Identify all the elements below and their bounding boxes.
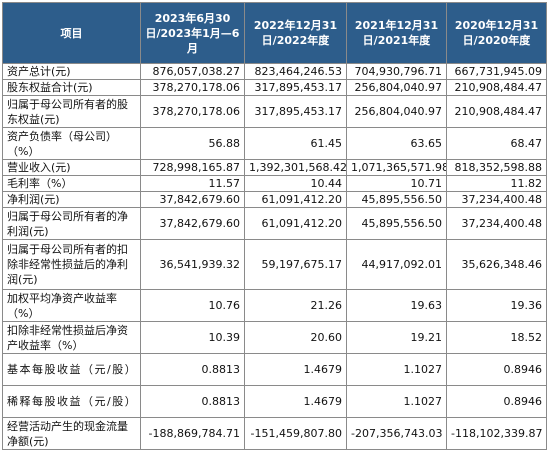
- cell-value: 256,804,040.97: [346, 95, 447, 128]
- table-row: 净利润(元) 37,842,679.60 61,091,412.20 45,89…: [2, 191, 547, 208]
- cell-value: 18.52: [446, 321, 547, 354]
- financial-summary-table: 项目 2023年6月30日/2023年1月—6月 2022年12月31日/202…: [2, 2, 547, 450]
- cell-value: -118,102,339.87: [446, 417, 547, 450]
- cell-value: 61,091,412.20: [244, 207, 347, 240]
- table-row: 稀释每股收益（元/股） 0.8813 1.4679 1.1027 0.8946: [2, 385, 547, 418]
- table-header-row: 项目 2023年6月30日/2023年1月—6月 2022年12月31日/202…: [2, 2, 547, 64]
- row-label: 归属于母公司所有者的净利润(元): [2, 207, 141, 240]
- cell-value: 37,842,679.60: [140, 191, 245, 208]
- cell-value: 61,091,412.20: [244, 191, 347, 208]
- cell-value: 20.60: [244, 321, 347, 354]
- cell-value: 63.65: [346, 127, 447, 160]
- header-period-2022: 2022年12月31日/2022年度: [244, 2, 347, 64]
- table-row: 归属于母公司所有者的股东权益(元) 378,270,178.06 317,895…: [2, 95, 547, 128]
- table-row: 经营活动产生的现金流量净额(元) -188,869,784.71 -151,45…: [2, 417, 547, 450]
- cell-value: 0.8946: [446, 353, 547, 386]
- table-row: 归属于母公司所有者的扣除非经常性损益后的净利润(元) 36,541,939.32…: [2, 239, 547, 290]
- table-row: 毛利率（%） 11.57 10.44 10.71 11.82: [2, 175, 547, 192]
- cell-value: 10.44: [244, 175, 347, 192]
- cell-value: 317,895,453.17: [244, 79, 347, 96]
- cell-value: 19.36: [446, 289, 547, 322]
- row-label: 归属于母公司所有者的扣除非经常性损益后的净利润(元): [2, 239, 141, 290]
- table-row: 资产负债率（母公司）（%） 56.88 61.45 63.65 68.47: [2, 127, 547, 160]
- cell-value: 36,541,939.32: [140, 239, 245, 290]
- cell-value: 1.1027: [346, 353, 447, 386]
- cell-value: 210,908,484.47: [446, 79, 547, 96]
- cell-value: 11.82: [446, 175, 547, 192]
- cell-value: 21.26: [244, 289, 347, 322]
- cell-value: 704,930,796.71: [346, 63, 447, 80]
- cell-value: 378,270,178.06: [140, 79, 245, 96]
- row-label: 稀释每股收益（元/股）: [2, 385, 141, 418]
- cell-value: 68.47: [446, 127, 547, 160]
- table-row: 资产总计(元) 876,057,038.27 823,464,246.53 70…: [2, 63, 547, 80]
- header-period-2023h1: 2023年6月30日/2023年1月—6月: [140, 2, 245, 64]
- cell-value: 0.8813: [140, 353, 245, 386]
- cell-value: 10.71: [346, 175, 447, 192]
- table-row: 营业收入(元) 728,998,165.87 1,392,301,568.42 …: [2, 159, 547, 176]
- table-row: 扣除非经常性损益后净资产收益率（%） 10.39 20.60 19.21 18.…: [2, 321, 547, 354]
- cell-value: 823,464,246.53: [244, 63, 347, 80]
- header-item: 项目: [2, 2, 141, 64]
- cell-value: 45,895,556.50: [346, 207, 447, 240]
- header-period-2021: 2021年12月31日/2021年度: [346, 2, 447, 64]
- header-period-2020: 2020年12月31日/2020年度: [446, 2, 547, 64]
- cell-value: 0.8946: [446, 385, 547, 418]
- cell-value: 61.45: [244, 127, 347, 160]
- row-label: 归属于母公司所有者的股东权益(元): [2, 95, 141, 128]
- table-row: 基本每股收益（元/股） 0.8813 1.4679 1.1027 0.8946: [2, 353, 547, 386]
- row-label: 经营活动产生的现金流量净额(元): [2, 417, 141, 450]
- cell-value: 728,998,165.87: [140, 159, 245, 176]
- cell-value: 37,234,400.48: [446, 207, 547, 240]
- cell-value: 19.21: [346, 321, 447, 354]
- cell-value: -188,869,784.71: [140, 417, 245, 450]
- cell-value: 37,842,679.60: [140, 207, 245, 240]
- row-label: 基本每股收益（元/股）: [2, 353, 141, 386]
- cell-value: 19.63: [346, 289, 447, 322]
- cell-value: 1,392,301,568.42: [244, 159, 347, 176]
- cell-value: 317,895,453.17: [244, 95, 347, 128]
- row-label: 资产总计(元): [2, 63, 141, 80]
- row-label: 营业收入(元): [2, 159, 141, 176]
- cell-value: 35,626,348.46: [446, 239, 547, 290]
- cell-value: 1.4679: [244, 385, 347, 418]
- cell-value: 210,908,484.47: [446, 95, 547, 128]
- cell-value: 818,352,598.88: [446, 159, 547, 176]
- cell-value: 59,197,675.17: [244, 239, 347, 290]
- row-label: 加权平均净资产收益率（%）: [2, 289, 141, 322]
- cell-value: 1.4679: [244, 353, 347, 386]
- table-row: 股东权益合计(元) 378,270,178.06 317,895,453.17 …: [2, 79, 547, 96]
- cell-value: 10.76: [140, 289, 245, 322]
- cell-value: 1,071,365,571.98: [346, 159, 447, 176]
- cell-value: 1.1027: [346, 385, 447, 418]
- row-label: 扣除非经常性损益后净资产收益率（%）: [2, 321, 141, 354]
- row-label: 毛利率（%）: [2, 175, 141, 192]
- cell-value: 45,895,556.50: [346, 191, 447, 208]
- row-label: 股东权益合计(元): [2, 79, 141, 96]
- table-row: 归属于母公司所有者的净利润(元) 37,842,679.60 61,091,41…: [2, 207, 547, 240]
- row-label: 资产负债率（母公司）（%）: [2, 127, 141, 160]
- cell-value: -151,459,807.80: [244, 417, 347, 450]
- cell-value: 0.8813: [140, 385, 245, 418]
- cell-value: 56.88: [140, 127, 245, 160]
- cell-value: 10.39: [140, 321, 245, 354]
- cell-value: 37,234,400.48: [446, 191, 547, 208]
- cell-value: 11.57: [140, 175, 245, 192]
- cell-value: 256,804,040.97: [346, 79, 447, 96]
- cell-value: 667,731,945.09: [446, 63, 547, 80]
- cell-value: 876,057,038.27: [140, 63, 245, 80]
- cell-value: 378,270,178.06: [140, 95, 245, 128]
- row-label: 净利润(元): [2, 191, 141, 208]
- cell-value: 44,917,092.01: [346, 239, 447, 290]
- table-row: 加权平均净资产收益率（%） 10.76 21.26 19.63 19.36: [2, 289, 547, 322]
- cell-value: -207,356,743.03: [346, 417, 447, 450]
